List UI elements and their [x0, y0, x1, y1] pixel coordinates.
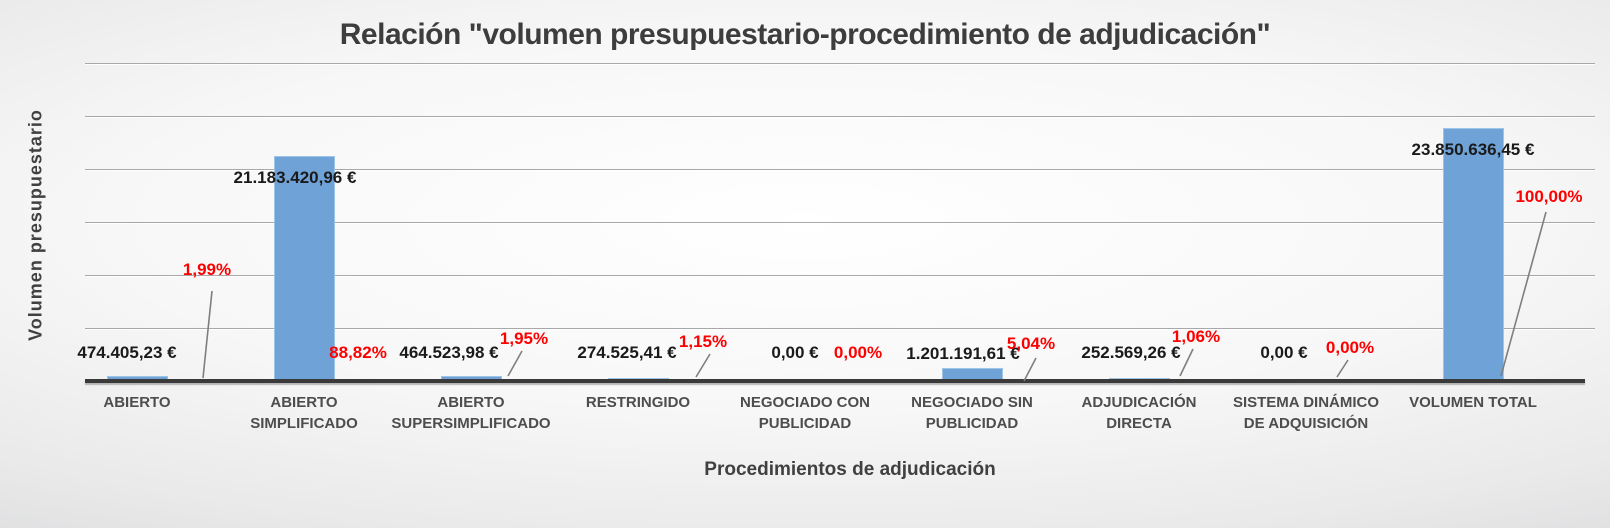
- category-label-line: SISTEMA DINÁMICO: [1232, 394, 1380, 411]
- value-label: 274.525,41 €: [577, 343, 677, 362]
- category-label-line: ABIERTO: [270, 394, 338, 411]
- gridline: [85, 169, 1595, 170]
- leader-line: [507, 350, 523, 377]
- category-label-line: PUBLICIDAD: [758, 415, 852, 432]
- value-label: 1.201.191,61 €: [906, 344, 1020, 363]
- gridline: [85, 328, 1595, 329]
- bar: [106, 376, 168, 381]
- percentage-label: 5,04%: [1006, 334, 1056, 353]
- category-label-line: PUBLICIDAD: [925, 415, 1019, 432]
- leader-line: [695, 353, 711, 378]
- category-label-line: VOLUMEN TOTAL: [1409, 394, 1537, 411]
- y-axis-title: Volumen presupuestario: [25, 109, 46, 341]
- category-label-line: NEGOCIADO CON: [739, 394, 870, 411]
- category-label: ABIERTO: [39, 392, 235, 413]
- category-label: SISTEMA DINÁMICO DE ADQUISICIÓN: [1208, 392, 1404, 434]
- category-label-line: RESTRINGIDO: [585, 394, 691, 411]
- gridline: [85, 222, 1595, 223]
- leader-line: [1179, 348, 1194, 377]
- category-label-line: DE ADQUISICIÓN: [1243, 415, 1369, 432]
- percentage-label: 0,00%: [1325, 338, 1375, 357]
- bar: [440, 376, 502, 381]
- value-label: 23.850.636,45 €: [1411, 140, 1535, 159]
- value-label: 252.569,26 €: [1081, 343, 1181, 362]
- category-label: ABIERTO SIMPLIFICADO: [206, 392, 402, 434]
- percentage-label: 100,00%: [1515, 187, 1583, 206]
- percentage-label: 88,82%: [329, 343, 387, 362]
- category-label-line: NEGOCIADO SIN: [911, 394, 1033, 411]
- category-label: VOLUMEN TOTAL: [1375, 392, 1571, 413]
- leader-line: [1500, 211, 1547, 377]
- value-label: 0,00 €: [1260, 343, 1308, 362]
- percentage-label: 1,99%: [182, 260, 232, 279]
- leader-line: [1336, 359, 1349, 378]
- category-label: ADJUDICACIÓN DIRECTA: [1041, 392, 1237, 434]
- leader-line: [1023, 357, 1037, 382]
- category-label: NEGOCIADO CON PUBLICIDAD: [707, 392, 903, 434]
- chart-title: Relación "volumen presupuestario-procedi…: [339, 18, 1271, 51]
- percentage-label: 1,15%: [678, 332, 728, 351]
- gridline: [85, 116, 1595, 117]
- value-label: 21.183.420,96 €: [233, 168, 357, 187]
- category-label: NEGOCIADO SIN PUBLICIDAD: [874, 392, 1070, 434]
- category-label-line: SUPERSIMPLIFICADO: [391, 415, 551, 432]
- category-label-line: DIRECTA: [1106, 415, 1172, 432]
- percentage-label: 1,95%: [499, 329, 549, 348]
- leader-line: [202, 290, 213, 379]
- category-label-line: SIMPLIFICADO: [250, 415, 358, 432]
- x-axis-title: Procedimientos de adjudicación: [704, 459, 996, 480]
- value-label: 0,00 €: [771, 343, 819, 362]
- gridline: [85, 63, 1595, 64]
- bar: [1442, 128, 1504, 381]
- category-label-line: ABIERTO: [103, 394, 171, 411]
- bar: [273, 156, 335, 381]
- value-label: 464.523,98 €: [399, 343, 499, 362]
- bar: [941, 368, 1003, 381]
- category-label: ABIERTO SUPERSIMPLIFICADO: [373, 392, 569, 434]
- percentage-label: 0,00%: [833, 343, 883, 362]
- category-label-line: ADJUDICACIÓN: [1081, 394, 1197, 411]
- category-label: RESTRINGIDO: [540, 392, 736, 413]
- category-label-line: ABIERTO: [437, 394, 505, 411]
- gridline: [85, 275, 1595, 276]
- x-axis-line: [85, 379, 1585, 383]
- percentage-label: 1,06%: [1171, 327, 1221, 346]
- value-label: 474.405,23 €: [77, 343, 177, 362]
